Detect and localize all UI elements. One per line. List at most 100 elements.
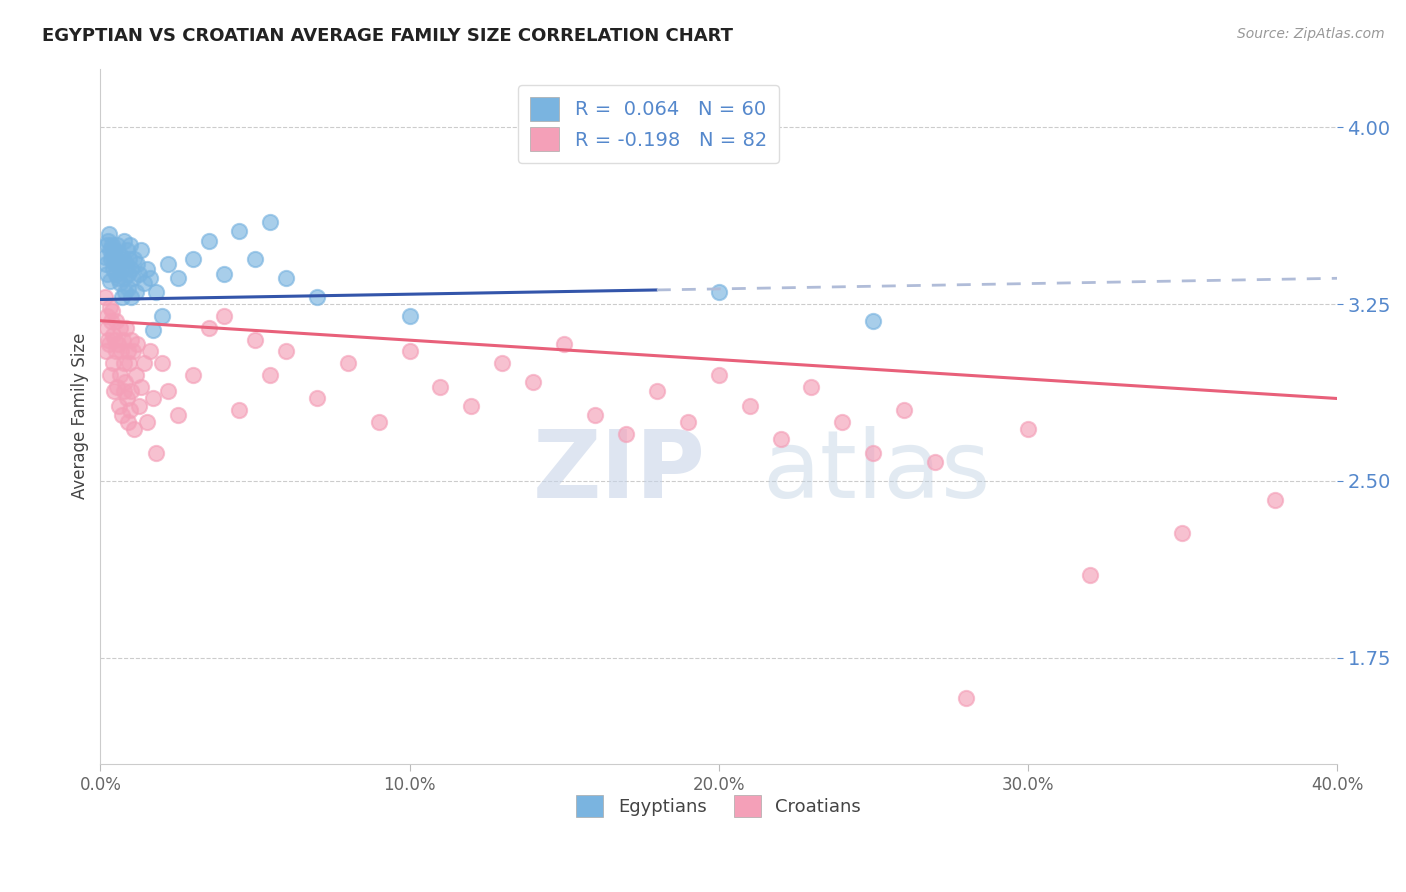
Point (181, 368, 204, 382)
Point (96, 320, 118, 334)
Point (103, 243, 125, 257)
Point (583, 408, 606, 422)
Point (111, 333, 134, 347)
Point (117, 344, 139, 359)
Point (228, 403, 250, 417)
Point (862, 314, 884, 328)
Point (105, 252, 128, 267)
Point (105, 238, 128, 252)
Point (243, 252, 266, 267)
Point (98, 243, 121, 257)
Point (115, 243, 138, 257)
Point (553, 337, 575, 351)
Point (98, 300, 121, 314)
Point (114, 285, 136, 300)
Point (139, 344, 162, 359)
Point (114, 356, 136, 370)
Point (132, 276, 155, 290)
Point (1017, 422, 1039, 436)
Point (166, 408, 188, 422)
Point (118, 252, 141, 267)
Point (110, 368, 132, 382)
Point (101, 250, 124, 264)
Point (107, 271, 129, 285)
Point (108, 248, 131, 262)
Point (139, 271, 162, 285)
Point (181, 252, 204, 267)
Point (121, 271, 143, 285)
Point (491, 356, 513, 370)
Point (98, 227, 121, 241)
Point (96, 238, 118, 252)
Point (118, 356, 141, 370)
Point (157, 384, 180, 399)
Point (114, 271, 136, 285)
Point (100, 252, 122, 267)
Point (614, 426, 637, 441)
Point (800, 380, 823, 394)
Point (105, 380, 128, 394)
Point (111, 408, 134, 422)
Point (111, 290, 134, 304)
Point (645, 384, 668, 399)
Point (98, 368, 121, 382)
Point (101, 356, 124, 370)
Point (125, 368, 148, 382)
Point (305, 392, 328, 406)
Point (118, 238, 141, 252)
Point (108, 399, 131, 413)
Point (1264, 492, 1286, 507)
Point (707, 285, 730, 300)
Point (862, 446, 884, 460)
Point (108, 320, 131, 334)
Point (105, 314, 128, 328)
Point (98, 337, 121, 351)
Legend: Egyptians, Croatians: Egyptians, Croatians (569, 788, 869, 824)
Point (129, 380, 152, 394)
Text: EGYPTIAN VS CROATIAN AVERAGE FAMILY SIZE CORRELATION CHART: EGYPTIAN VS CROATIAN AVERAGE FAMILY SIZE… (42, 27, 733, 45)
Point (101, 238, 124, 252)
Point (157, 257, 180, 271)
Point (127, 257, 149, 271)
Point (274, 271, 297, 285)
Point (197, 320, 219, 334)
Point (96, 267, 118, 281)
Point (132, 356, 155, 370)
Point (259, 215, 281, 229)
Point (117, 267, 139, 281)
Point (121, 344, 143, 359)
Point (112, 384, 135, 399)
Point (142, 392, 165, 406)
Point (831, 415, 853, 429)
Point (101, 304, 124, 318)
Point (108, 257, 131, 271)
Point (117, 415, 139, 429)
Point (124, 252, 146, 267)
Point (676, 415, 699, 429)
Point (103, 327, 125, 342)
Point (120, 290, 142, 304)
Point (367, 415, 389, 429)
Point (103, 261, 125, 276)
Point (769, 432, 792, 446)
Point (460, 399, 482, 413)
Point (259, 368, 281, 382)
Point (145, 285, 167, 300)
Point (212, 309, 235, 323)
Point (893, 403, 915, 417)
Point (112, 234, 135, 248)
Point (115, 392, 138, 406)
Point (114, 257, 136, 271)
Point (94, 344, 117, 359)
Point (398, 309, 420, 323)
Point (128, 399, 150, 413)
Point (94, 290, 117, 304)
Point (120, 384, 142, 399)
Point (125, 285, 148, 300)
Point (110, 276, 132, 290)
Point (100, 314, 122, 328)
Point (522, 375, 544, 389)
Point (94, 257, 117, 271)
Point (924, 455, 946, 469)
Point (104, 344, 127, 359)
